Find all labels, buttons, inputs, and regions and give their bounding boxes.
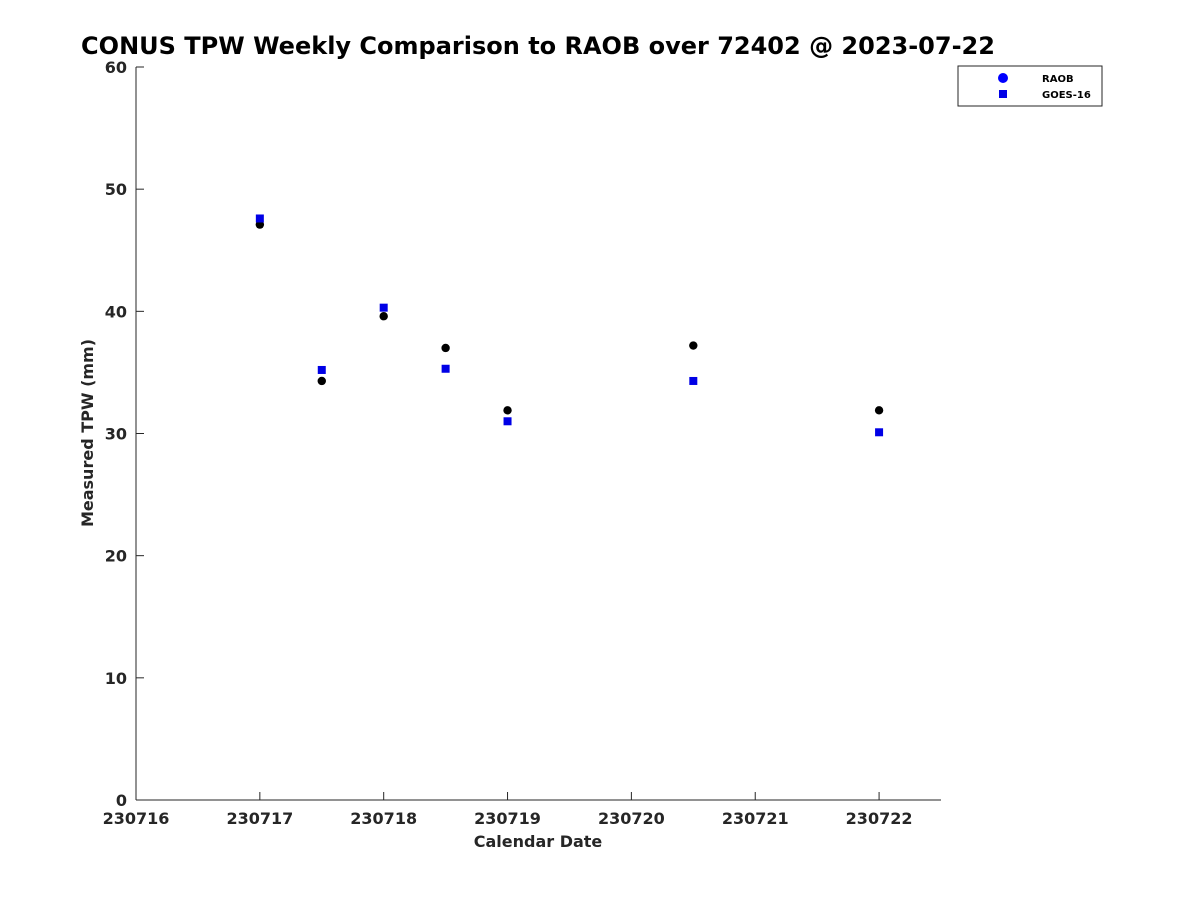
raob-point	[689, 341, 698, 350]
legend-raob-marker	[998, 73, 1008, 83]
raob-point	[874, 406, 884, 415]
y-tick-label: 50	[105, 180, 127, 199]
goes-16-point	[689, 376, 698, 385]
goes-16-point	[503, 417, 512, 426]
y-tick-label: 10	[105, 669, 127, 688]
raob-point	[255, 220, 265, 229]
goes-16-point	[441, 364, 450, 373]
goes-16-point	[317, 365, 326, 374]
legend-raob-label: RAOB	[1042, 74, 1074, 85]
plot-area: 0 10 20 30 40 50 60 230716 230717 230718 230719 230…	[103, 58, 941, 828]
y-tick-label: 40	[105, 302, 127, 321]
y-tick-label: 0	[116, 791, 127, 810]
legend-goes-16-marker	[999, 90, 1007, 98]
raob-point	[317, 376, 326, 386]
x-tick-label: 230721	[722, 809, 789, 828]
x-tick-label: 230720	[598, 809, 665, 828]
chart-title: CONUS TPW Weekly Comparison to RAOB over…	[81, 32, 995, 60]
raob-point	[503, 406, 512, 415]
y-tick-label: 20	[105, 547, 127, 566]
x-tick-label: 230719	[474, 809, 541, 828]
x-tick-label: 230722	[846, 809, 913, 828]
x-tick-label: 230716	[103, 809, 170, 828]
y-tick-label: 30	[105, 425, 127, 444]
y-tick-label: 60	[105, 58, 127, 77]
legend-box	[957, 65, 1103, 107]
raob-point	[379, 312, 388, 321]
x-axis-label: Calendar Date	[474, 832, 603, 851]
legend-goes-16-label: GOES-16	[1042, 90, 1091, 101]
goes-16-point	[875, 428, 884, 437]
goes-16-point	[379, 303, 388, 312]
x-tick-label: 230718	[350, 809, 417, 828]
y-axis-label: Measured TPW (mm)	[78, 339, 97, 527]
x-tick-label: 230717	[226, 809, 293, 828]
raob-point	[441, 343, 450, 353]
goes-16-point	[255, 214, 264, 223]
legend: RAOB GOES-16	[957, 65, 1103, 107]
